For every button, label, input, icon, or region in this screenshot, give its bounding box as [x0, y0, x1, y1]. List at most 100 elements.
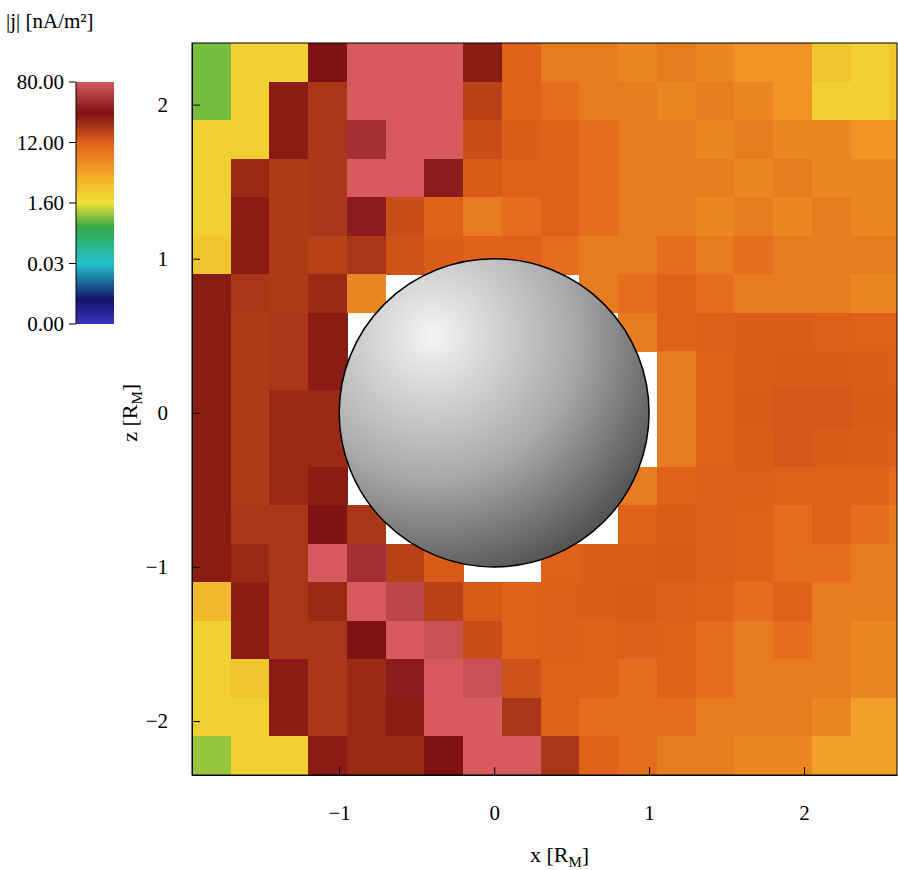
- heat-cell: [269, 428, 308, 467]
- tick: −1: [329, 767, 351, 825]
- heat-cell: [889, 621, 897, 660]
- heat-cell: [386, 582, 425, 621]
- heat-cell: [773, 428, 812, 467]
- heat-cell: [812, 82, 851, 121]
- heat-cell: [424, 43, 463, 82]
- heat-cell: [463, 197, 502, 236]
- tick: 1: [158, 247, 201, 271]
- tick-mark: [192, 721, 200, 722]
- x-axis-title: x [RM]: [530, 842, 589, 870]
- heat-cell: [579, 236, 618, 275]
- x-axis-title-main: x [R: [530, 842, 569, 867]
- heat-cell: [579, 659, 618, 698]
- heat-cell: [618, 159, 657, 198]
- x-axis-title-sub: M: [568, 854, 581, 870]
- heat-cell: [308, 621, 347, 660]
- heat-cell: [889, 43, 897, 82]
- heat-cell: [812, 582, 851, 621]
- heat-cell: [502, 82, 541, 121]
- tick-mark: [192, 259, 200, 260]
- heat-cell: [773, 236, 812, 275]
- heat-cell: [696, 197, 735, 236]
- heat-cell: [889, 236, 897, 275]
- heat-cell: [192, 582, 231, 621]
- heat-cell: [308, 659, 347, 698]
- heat-cell: [696, 313, 735, 352]
- heat-cell: [579, 120, 618, 159]
- heat-cell: [696, 621, 735, 660]
- heat-cell: [347, 582, 386, 621]
- heat-cell: [269, 351, 308, 390]
- heat-cell: [347, 197, 386, 236]
- heat-cell: [889, 505, 897, 544]
- heat-cell: [192, 351, 231, 390]
- heat-cell: [192, 698, 231, 737]
- heat-cell: [696, 505, 735, 544]
- y-axis-title-sub: M: [129, 391, 145, 404]
- heat-cell: [812, 236, 851, 275]
- heat-cell: [308, 505, 347, 544]
- heat-cell: [773, 621, 812, 660]
- heat-cell: [269, 582, 308, 621]
- heat-cell: [386, 736, 425, 775]
- heat-cell: [347, 236, 386, 275]
- heat-cell: [347, 544, 386, 583]
- tick-label: 2: [799, 801, 810, 825]
- heat-cell: [579, 159, 618, 198]
- heat-cell: [618, 505, 657, 544]
- heat-cell: [579, 621, 618, 660]
- heat-cell: [734, 467, 773, 506]
- colorbar-tick-label: 12.00: [17, 131, 64, 155]
- heat-cell: [347, 120, 386, 159]
- heat-cell: [773, 467, 812, 506]
- heat-cell: [579, 82, 618, 121]
- heat-cell: [502, 120, 541, 159]
- heat-cell: [424, 82, 463, 121]
- tick-label: 1: [158, 247, 169, 271]
- y-axis-title-end: ]: [117, 384, 142, 391]
- colorbar-tick: [69, 82, 76, 83]
- heat-cell: [231, 82, 270, 121]
- heat-cell: [851, 698, 890, 737]
- heat-cell: [192, 197, 231, 236]
- heat-cell: [657, 582, 696, 621]
- heat-cell: [347, 659, 386, 698]
- heat-cell: [657, 544, 696, 583]
- heat-cell: [851, 390, 890, 429]
- heat-cell: [812, 621, 851, 660]
- colorbar-tick: [69, 263, 76, 264]
- heat-cell: [773, 197, 812, 236]
- heat-cell: [696, 698, 735, 737]
- heat-cell: [231, 621, 270, 660]
- heat-cell: [812, 351, 851, 390]
- heat-cell: [851, 351, 890, 390]
- heat-cell: [541, 736, 580, 775]
- heat-cell: [773, 82, 812, 121]
- heat-cell: [851, 159, 890, 198]
- heat-cell: [734, 428, 773, 467]
- heat-cell: [889, 659, 897, 698]
- heat-cell: [618, 659, 657, 698]
- heat-cell: [192, 505, 231, 544]
- heat-cell: [657, 43, 696, 82]
- heat-cell: [269, 505, 308, 544]
- heat-cell: [734, 313, 773, 352]
- heat-cell: [386, 544, 425, 583]
- heat-cell: [579, 43, 618, 82]
- heat-cell: [812, 43, 851, 82]
- heat-cell: [231, 467, 270, 506]
- heat-cell: [192, 120, 231, 159]
- heat-cell: [851, 236, 890, 275]
- heat-cell: [618, 274, 657, 313]
- heat-cell: [889, 351, 897, 390]
- heat-cell: [502, 698, 541, 737]
- heat-cell: [192, 428, 231, 467]
- heat-cell: [734, 82, 773, 121]
- heat-cell: [889, 736, 897, 775]
- heat-cell: [618, 82, 657, 121]
- heat-cell: [308, 736, 347, 775]
- tick-label: −1: [329, 801, 351, 825]
- heat-cell: [773, 544, 812, 583]
- heat-cell: [231, 736, 270, 775]
- heat-cell: [579, 197, 618, 236]
